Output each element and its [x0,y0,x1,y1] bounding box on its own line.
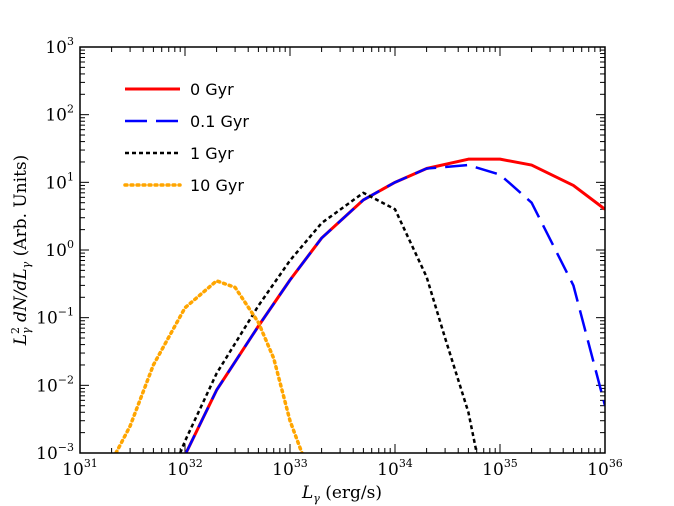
axis-ticks [79,47,605,454]
y-tick-label: 100 [45,238,74,261]
legend-label: 0 Gyr [190,80,234,99]
y-tick-label: 10−1 [36,306,74,329]
legend-label: 0.1 Gyr [190,112,249,131]
tick-labels: 1031 1032 1033 1034 1035 1036 10−3 10−2 10−1 100 1… [36,35,623,480]
legend: 0 Gyr 0.1 Gyr 1 Gyr 10 Gyr [123,80,249,195]
plot-frame [79,46,606,454]
y-axis-label: L2γ dN/dLγ (Arb. Units) [9,155,33,347]
x-axis-label: Lγ (erg/s) [301,483,382,505]
series-line-10-gyr [114,279,304,453]
y-tick-label: 101 [45,170,74,193]
legend-label: 1 Gyr [190,144,234,163]
x-tick-label: 1033 [272,457,308,480]
x-tick-label: 1036 [587,457,623,480]
y-tick-label: 10−3 [36,441,74,464]
x-tick-label: 1032 [167,457,203,480]
legend-label: 10 Gyr [190,176,244,195]
y-tick-label: 10−2 [36,373,74,396]
x-tick-label: 1031 [62,457,98,480]
series-line-1-gyr [179,191,478,453]
x-tick-label: 1035 [482,457,518,480]
series-line-0_1-gyr [184,163,605,453]
series-layer [114,157,605,453]
y-tick-label: 102 [45,103,74,126]
y-tick-label: 103 [45,35,74,58]
x-tick-label: 1034 [377,457,413,480]
